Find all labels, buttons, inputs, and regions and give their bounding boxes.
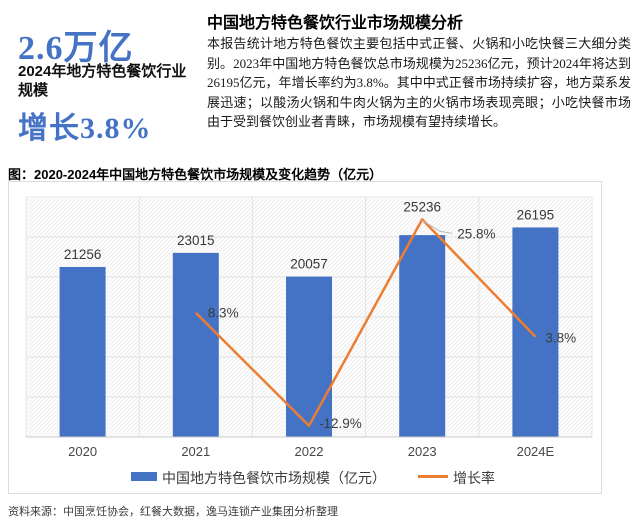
chart-legend: 中国地方特色餐饮市场规模（亿元） 增长率	[131, 470, 495, 486]
kpi-subtitle: 2024年地方特色餐饮行业规模	[18, 63, 187, 99]
bar-2023	[399, 235, 446, 437]
legend-label-line: 增长率	[453, 470, 495, 486]
chart-container: 21256 23015 20057 25236 26195 8.3% -12.9% 25.8%…	[8, 181, 602, 494]
source-note: 资料来源：中国烹饪协会，红餐大数据，逸马连锁产业集团分析整理	[8, 506, 338, 518]
x-tick-label: 2021	[181, 444, 210, 459]
growth-rate-label: 3.8%	[545, 331, 576, 346]
legend-swatch-bar	[131, 472, 157, 481]
x-tick-label: 2024E	[517, 444, 555, 459]
figure-caption: 图：2020-2024年中国地方特色餐饮市场规模及变化趋势（亿元）	[8, 167, 383, 182]
bar-value-label: 25236	[403, 199, 441, 214]
kpi-headline: 2.6万亿	[18, 30, 134, 67]
analysis-body: 本报告统计地方特色餐饮主要包括中式正餐、火锅和小吃快餐三大细分类别。2023年中…	[207, 36, 631, 129]
analysis-title: 中国地方特色餐饮行业市场规模分析	[207, 15, 464, 32]
kpi-growth-value: 增长3.8%	[18, 112, 152, 145]
bar-2021	[172, 252, 219, 437]
combo-chart: 21256 23015 20057 25236 26195 8.3% -12.9% 25.8%…	[25, 196, 593, 486]
growth-rate-label: -12.9%	[319, 416, 362, 431]
bar-value-label: 21256	[64, 247, 102, 262]
growth-rate-label: 25.8%	[457, 226, 495, 241]
bar-2022	[286, 276, 332, 437]
growth-line	[194, 218, 537, 428]
legend-label-bar: 中国地方特色餐饮市场规模（亿元）	[162, 470, 386, 486]
x-tick-label: 2022	[295, 444, 324, 459]
growth-rate-label: 8.3%	[208, 306, 239, 321]
x-tick-label: 2020	[68, 444, 97, 459]
label-leader-line	[421, 219, 453, 234]
bar-value-label: 26195	[517, 207, 555, 222]
bar-value-label: 20057	[290, 257, 328, 272]
bar-2020	[59, 266, 106, 437]
bar-2024E	[512, 227, 559, 437]
bar-value-label: 23015	[177, 233, 215, 248]
x-tick-label: 2023	[408, 444, 437, 459]
